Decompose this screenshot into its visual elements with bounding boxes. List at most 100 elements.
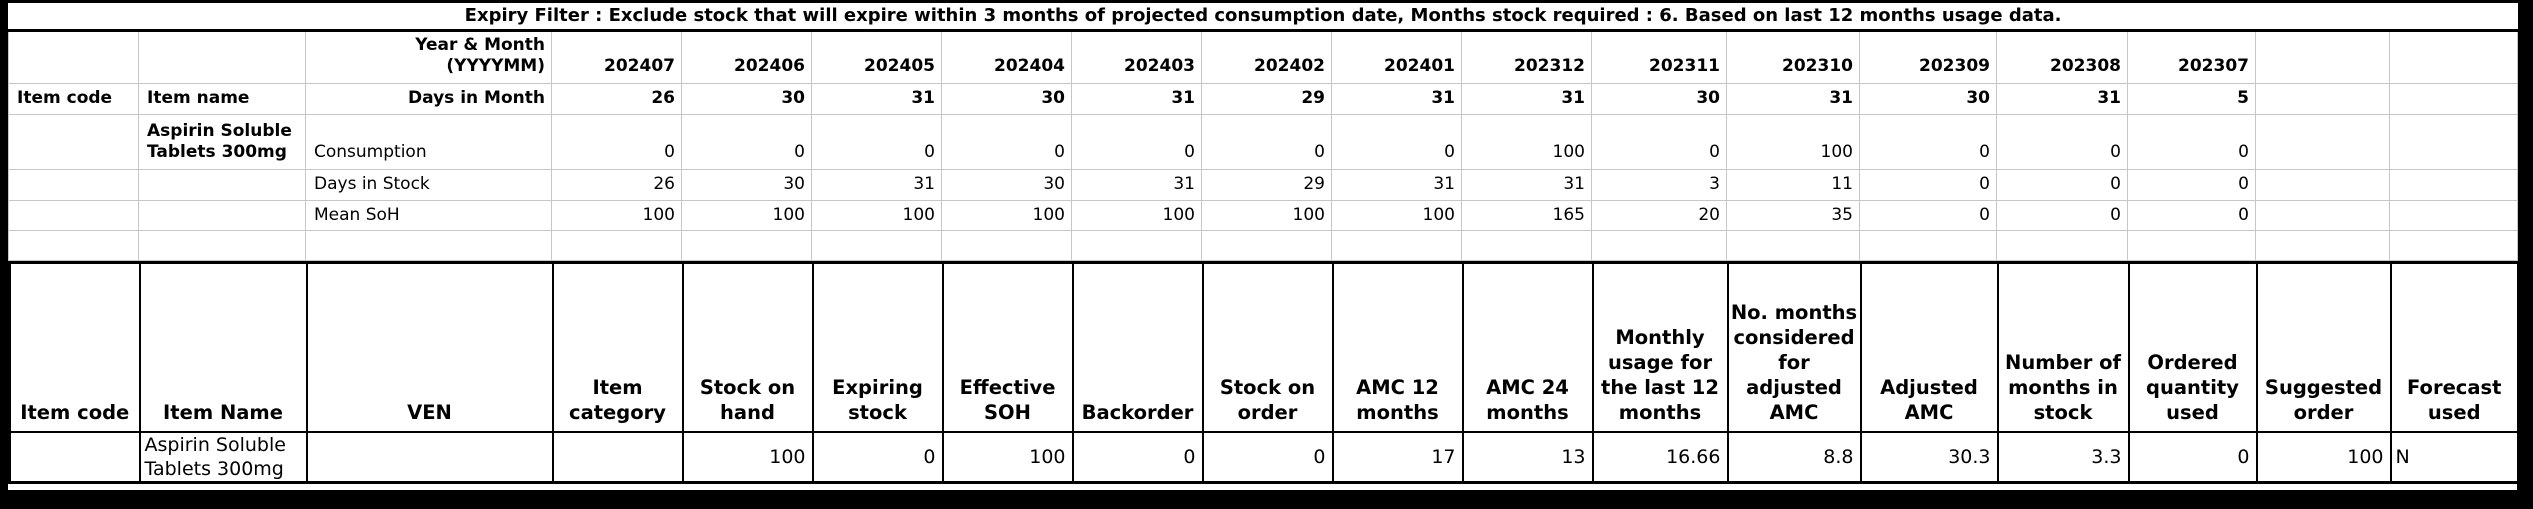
empty-cell[interactable] xyxy=(2255,29,2390,84)
header-no-months-adjusted-amc[interactable]: No. months considered for adjusted AMC xyxy=(1726,261,1862,433)
empty-cell[interactable] xyxy=(2388,199,2519,231)
days-in-month-cell[interactable]: 29 xyxy=(1201,82,1332,115)
item-code-label[interactable]: Item code xyxy=(8,82,139,115)
empty-cell[interactable] xyxy=(138,168,306,201)
header-item-code[interactable]: Item code xyxy=(8,261,141,433)
empty-cell[interactable] xyxy=(811,229,942,261)
month-header-cell[interactable]: 202308 xyxy=(1996,29,2128,84)
empty-cell[interactable] xyxy=(8,199,139,231)
empty-cell[interactable] xyxy=(2388,113,2519,170)
month-header-cell[interactable]: 202403 xyxy=(1071,29,1202,84)
row-item-name[interactable]: Aspirin Soluble Tablets 300mg xyxy=(138,431,308,484)
month-header-cell[interactable]: 202310 xyxy=(1726,29,1860,84)
row-item-code[interactable] xyxy=(8,431,141,484)
month-header-cell[interactable]: 202407 xyxy=(551,29,682,84)
empty-cell[interactable] xyxy=(305,229,552,261)
row-suggested-order[interactable]: 100 xyxy=(2255,431,2392,484)
header-ven[interactable]: VEN xyxy=(305,261,554,433)
month-header-cell[interactable]: 202309 xyxy=(1859,29,1997,84)
expiry-filter-title[interactable]: Expiry Filter : Exclude stock that will … xyxy=(8,3,2518,32)
header-item-name[interactable]: Item Name xyxy=(138,261,308,433)
row-backorder[interactable]: 0 xyxy=(1071,431,1204,484)
empty-cell[interactable] xyxy=(2255,199,2390,231)
days-in-stock-label[interactable]: Days in Stock xyxy=(305,168,552,201)
mean-soh-cell[interactable]: 100 xyxy=(681,199,812,231)
days-in-month-cell[interactable]: 31 xyxy=(1331,82,1462,115)
empty-cell[interactable] xyxy=(1331,229,1462,261)
empty-cell[interactable] xyxy=(2255,113,2390,170)
consumption-cell[interactable]: 0 xyxy=(1859,113,1997,170)
days-in-stock-cell[interactable]: 31 xyxy=(1461,168,1592,201)
empty-cell[interactable] xyxy=(1591,229,1727,261)
empty-cell[interactable] xyxy=(1859,229,1997,261)
empty-cell[interactable] xyxy=(8,113,139,170)
header-expiring-stock[interactable]: Expiring stock xyxy=(811,261,944,433)
row-no-months-adjusted-amc[interactable]: 8.8 xyxy=(1726,431,1862,484)
empty-cell[interactable] xyxy=(2388,168,2519,201)
empty-cell[interactable] xyxy=(2388,82,2519,115)
days-in-stock-cell[interactable]: 31 xyxy=(811,168,942,201)
empty-cell[interactable] xyxy=(2388,29,2519,84)
mean-soh-cell[interactable]: 35 xyxy=(1726,199,1860,231)
empty-cell[interactable] xyxy=(1071,229,1202,261)
header-monthly-usage[interactable]: Monthly usage for the last 12 months xyxy=(1591,261,1729,433)
mean-soh-cell[interactable]: 100 xyxy=(941,199,1072,231)
days-in-month-label[interactable]: Days in Month xyxy=(305,82,552,115)
header-adjusted-amc[interactable]: Adjusted AMC xyxy=(1859,261,1999,433)
days-in-month-cell[interactable]: 30 xyxy=(941,82,1072,115)
empty-cell[interactable] xyxy=(2255,229,2390,261)
row-monthly-usage[interactable]: 16.66 xyxy=(1591,431,1729,484)
header-stock-on-order[interactable]: Stock on order xyxy=(1201,261,1334,433)
consumption-cell[interactable]: 0 xyxy=(1331,113,1462,170)
days-in-month-cell[interactable]: 26 xyxy=(551,82,682,115)
days-in-month-cell[interactable]: 5 xyxy=(2127,82,2256,115)
header-effective-soh[interactable]: Effective SOH xyxy=(941,261,1074,433)
empty-cell[interactable] xyxy=(1201,229,1332,261)
empty-cell[interactable] xyxy=(8,29,139,84)
empty-cell[interactable] xyxy=(1726,229,1860,261)
consumption-cell[interactable]: 0 xyxy=(681,113,812,170)
header-forecast-used[interactable]: Forecast used xyxy=(2389,261,2520,433)
month-header-cell[interactable]: 202405 xyxy=(811,29,942,84)
mean-soh-cell[interactable]: 165 xyxy=(1461,199,1592,231)
header-amc-12-months[interactable]: AMC 12 months xyxy=(1331,261,1464,433)
days-in-stock-cell[interactable]: 30 xyxy=(681,168,812,201)
row-ordered-quantity-used[interactable]: 0 xyxy=(2127,431,2258,484)
empty-cell[interactable] xyxy=(138,229,306,261)
days-in-month-cell[interactable]: 31 xyxy=(1996,82,2128,115)
item-name-label[interactable]: Item name xyxy=(138,82,306,115)
header-suggested-order[interactable]: Suggested order xyxy=(2255,261,2392,433)
consumption-cell[interactable]: 0 xyxy=(1996,113,2128,170)
days-in-stock-cell[interactable]: 26 xyxy=(551,168,682,201)
consumption-cell[interactable]: 100 xyxy=(1726,113,1860,170)
empty-cell[interactable] xyxy=(2127,229,2256,261)
month-header-cell[interactable]: 202406 xyxy=(681,29,812,84)
empty-cell[interactable] xyxy=(2255,168,2390,201)
days-in-month-cell[interactable]: 30 xyxy=(681,82,812,115)
header-item-category[interactable]: Item category xyxy=(551,261,684,433)
row-number-months-in-stock[interactable]: 3.3 xyxy=(1996,431,2130,484)
empty-cell[interactable] xyxy=(2255,82,2390,115)
days-in-month-cell[interactable]: 30 xyxy=(1591,82,1727,115)
mean-soh-cell[interactable]: 100 xyxy=(1071,199,1202,231)
row-expiring-stock[interactable]: 0 xyxy=(811,431,944,484)
consumption-cell[interactable]: 0 xyxy=(1201,113,1332,170)
consumption-cell[interactable]: 0 xyxy=(1591,113,1727,170)
empty-cell[interactable] xyxy=(8,229,139,261)
days-in-stock-cell[interactable]: 0 xyxy=(2127,168,2256,201)
days-in-stock-cell[interactable]: 0 xyxy=(1859,168,1997,201)
row-adjusted-amc[interactable]: 30.3 xyxy=(1859,431,1999,484)
days-in-stock-cell[interactable]: 11 xyxy=(1726,168,1860,201)
year-month-label[interactable]: Year & Month (YYYYMM) xyxy=(305,29,552,84)
mean-soh-cell[interactable]: 0 xyxy=(1859,199,1997,231)
days-in-month-cell[interactable]: 31 xyxy=(811,82,942,115)
empty-cell[interactable] xyxy=(2388,229,2519,261)
empty-cell[interactable] xyxy=(551,229,682,261)
row-ven[interactable] xyxy=(305,431,554,484)
empty-cell[interactable] xyxy=(1461,229,1592,261)
header-amc-24-months[interactable]: AMC 24 months xyxy=(1461,261,1594,433)
row-effective-soh[interactable]: 100 xyxy=(941,431,1074,484)
row-amc-24-months[interactable]: 13 xyxy=(1461,431,1594,484)
days-in-month-cell[interactable]: 31 xyxy=(1071,82,1202,115)
days-in-stock-cell[interactable]: 0 xyxy=(1996,168,2128,201)
